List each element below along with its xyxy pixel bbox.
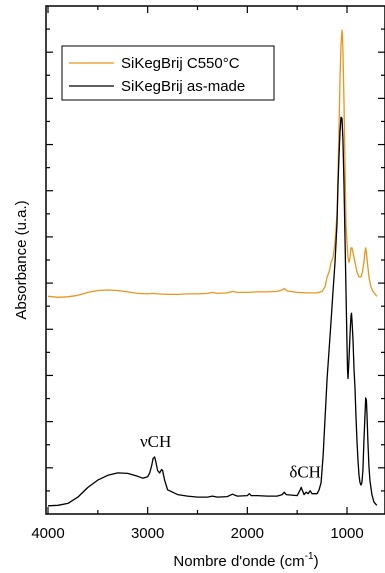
- legend-box: [61, 45, 275, 101]
- x-axis-title-main: Nombre d'onde (cm: [173, 553, 304, 570]
- legend-label-as-made: SiKegBrij as-made: [121, 78, 245, 95]
- series-line-1: [47, 116, 378, 507]
- annotations: νCH δCH: [140, 432, 321, 481]
- y-axis-title: Absorbance (u.a.): [13, 200, 30, 319]
- x-axis-title: Nombre d'onde (cm-1): [173, 551, 318, 570]
- series-layer: [47, 29, 378, 507]
- x-axis-title-superscript: -1: [305, 551, 314, 562]
- x-tick-labels: 4000 3000 2000 1000: [31, 525, 363, 542]
- x-tick-label: 4000: [31, 525, 64, 542]
- legend-label-calcined: SiKegBrij C550°C: [121, 55, 240, 72]
- x-axis-title-close: ): [314, 553, 319, 570]
- peak-annotation: δCH: [289, 462, 321, 481]
- x-tick-label: 3000: [131, 525, 164, 542]
- series-line-0: [47, 29, 378, 298]
- peak-annotation: νCH: [140, 432, 171, 451]
- plot-frame: [45, 5, 385, 515]
- legend: SiKegBrij C550°C SiKegBrij as-made: [61, 45, 275, 101]
- x-tick-label: 1000: [330, 525, 363, 542]
- x-tick-label: 2000: [231, 525, 264, 542]
